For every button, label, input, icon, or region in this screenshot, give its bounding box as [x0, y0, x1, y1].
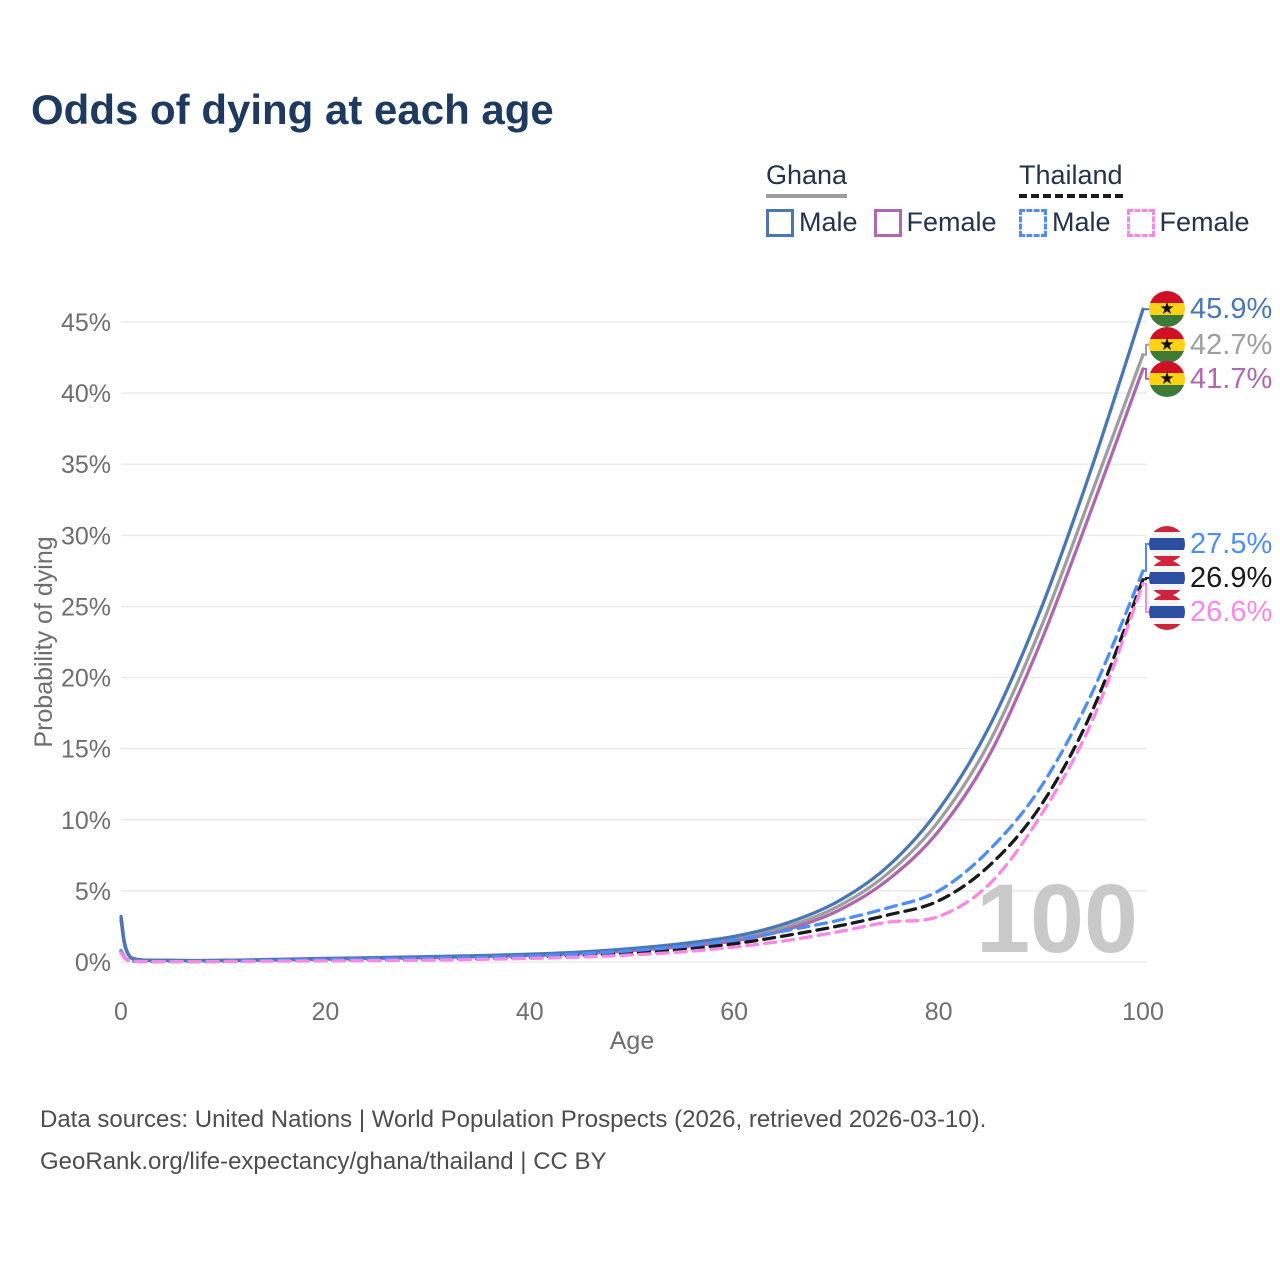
ghana-flag-icon: ★ [1149, 361, 1185, 397]
end-label-ghana-female: ★ 41.7% [1149, 361, 1272, 397]
end-label-ghana-combined: ★ 42.7% [1149, 327, 1272, 363]
end-label-value-ghana-combined: 42.7% [1190, 328, 1273, 361]
x-tick-label: 40 [516, 998, 544, 1026]
y-tick-label: 35% [61, 451, 111, 479]
end-label-connector-ghana-female [1143, 367, 1151, 380]
y-tick-label: 25% [61, 593, 111, 621]
end-label-value-ghana-female: 41.7% [1190, 362, 1273, 395]
series-line-thailand-combined[interactable] [119, 577, 1145, 964]
page-title: Odds of dying at each age [31, 86, 554, 133]
end-label-thailand-male: 27.5% [1149, 526, 1272, 562]
y-tick-label: 5% [75, 878, 111, 906]
ghana-star-icon: ★ [1159, 369, 1175, 388]
end-label-thailand-combined: 26.9% [1149, 560, 1272, 596]
y-tick-label: 40% [61, 380, 111, 408]
end-label-value-thailand-combined: 26.9% [1190, 561, 1273, 594]
legend-label: Male [1052, 207, 1111, 237]
legend-label: Female [906, 207, 997, 237]
y-tick-label: 15% [61, 736, 111, 764]
series-line-ghana-male[interactable] [119, 307, 1145, 963]
end-label-connector-thailand-male [1143, 543, 1151, 572]
end-label-connector-thailand-combined [1143, 577, 1151, 581]
legend-country-ghana[interactable]: Ghana [766, 160, 848, 198]
end-label-connector-ghana-combined [1143, 343, 1151, 356]
ghana-male-swatch-icon [766, 208, 794, 237]
x-axis-title: Age [610, 1027, 654, 1055]
thailand-male-swatch-icon [1019, 208, 1047, 237]
ghana-flag-icon: ★ [1149, 327, 1185, 363]
end-label-value-ghana-male: 45.9% [1190, 292, 1273, 325]
y-axis-title: Probability of dying [30, 536, 58, 747]
y-tick-label: 10% [61, 807, 111, 835]
footer-attribution: GeoRank.org/life-expectancy/ghana/thaila… [40, 1148, 607, 1175]
thailand-flag-icon [1149, 594, 1185, 630]
end-label-ghana-male: ★ 45.9% [1149, 291, 1272, 327]
series-line-thailand-male[interactable] [119, 569, 1145, 964]
x-tick-label: 100 [1122, 998, 1164, 1026]
x-tick-label: 0 [114, 998, 128, 1026]
end-label-connector-thailand-female [1143, 582, 1151, 613]
y-tick-label: 45% [61, 309, 111, 337]
legend-item-thailand-female[interactable]: Female [1126, 207, 1250, 238]
end-label-thailand-female: 26.6% [1149, 594, 1272, 630]
legend-item-ghana-female[interactable]: Female [873, 207, 997, 238]
legend-group-ghana: Ghana Male Female [766, 160, 997, 238]
thailand-flag-icon [1149, 560, 1185, 596]
ghana-star-icon: ★ [1159, 299, 1175, 318]
x-tick-label: 80 [925, 998, 953, 1026]
watermark-age: 100 [976, 864, 1138, 973]
legend-group-thailand: Thailand Male Female [1019, 160, 1250, 238]
legend-label: Female [1159, 207, 1250, 237]
y-tick-label: 30% [61, 522, 111, 550]
legend-country-thailand[interactable]: Thailand [1019, 160, 1123, 198]
x-tick-label: 20 [311, 998, 339, 1026]
legend-label: Male [799, 207, 858, 237]
y-tick-label: 0% [75, 949, 111, 977]
ghana-star-icon: ★ [1159, 335, 1175, 354]
end-label-value-thailand-female: 26.6% [1190, 595, 1273, 628]
legend-item-ghana-male[interactable]: Male [766, 207, 858, 238]
x-tick-label: 60 [720, 998, 748, 1026]
ghana-female-swatch-icon [873, 208, 902, 237]
ghana-flag-icon: ★ [1149, 291, 1185, 327]
y-tick-label: 20% [61, 665, 111, 693]
series-line-thailand-female[interactable] [119, 582, 1145, 964]
thailand-female-swatch-icon [1126, 208, 1155, 237]
footer-data-sources: Data sources: United Nations | World Pop… [40, 1106, 987, 1133]
end-label-value-thailand-male: 27.5% [1190, 527, 1273, 560]
legend-item-thailand-male[interactable]: Male [1019, 207, 1111, 238]
thailand-flag-icon [1149, 526, 1185, 562]
